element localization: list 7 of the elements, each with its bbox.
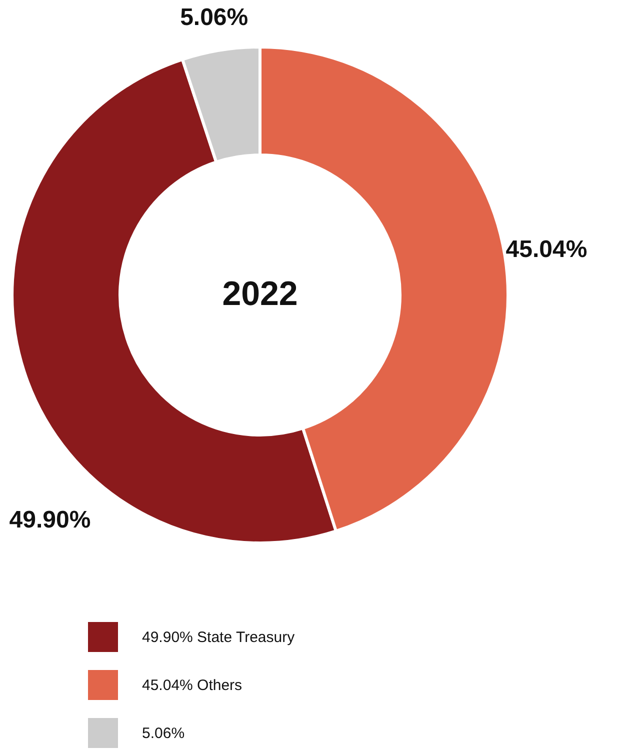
legend-label: 5.06% — [142, 725, 185, 742]
data-label: 45.04% — [506, 236, 588, 263]
data-label: 5.06% — [180, 4, 248, 31]
data-label: 49.90% — [9, 506, 91, 534]
text: 2022 — [222, 275, 298, 313]
legend-label: 45.04% Others — [142, 677, 242, 694]
legend-label: 49.90% State Treasury — [142, 629, 296, 646]
